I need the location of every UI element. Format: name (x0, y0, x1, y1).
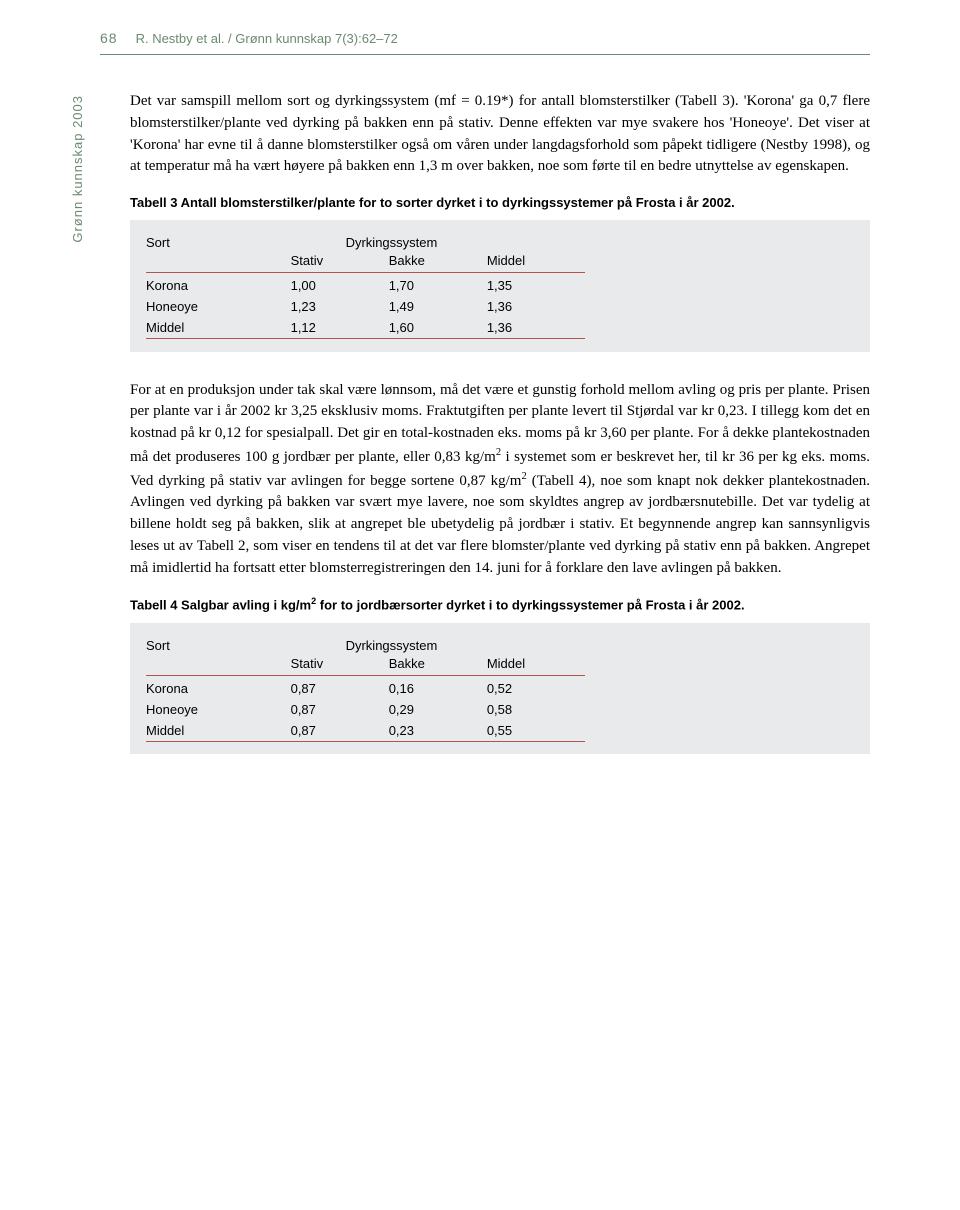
table-bottom-rule (146, 741, 585, 742)
table-row: Middel 0,87 0,23 0,55 (146, 720, 585, 742)
cell-bakke: 1,60 (389, 317, 487, 339)
cell-sort: Honeoye (146, 296, 291, 317)
cell-middel: 0,58 (487, 699, 585, 720)
table-row: Sort Dyrkingssystem (146, 232, 585, 250)
col-empty (146, 250, 291, 272)
paragraph-2: For at en produksjon under tak skal være… (130, 380, 870, 580)
sidebar-journal-label: Grønn kunnskap 2003 (70, 95, 85, 243)
table-row: Honeoye 0,87 0,29 0,58 (146, 699, 585, 720)
table-row: Sort Dyrkingssystem (146, 635, 585, 653)
cell-middel: 1,36 (487, 317, 585, 339)
cell-stativ: 0,87 (291, 699, 389, 720)
cell-middel: 1,36 (487, 296, 585, 317)
cell-sort: Middel (146, 720, 291, 742)
cell-stativ: 1,00 (291, 275, 389, 296)
cell-sort: Middel (146, 317, 291, 339)
page-number: 68 (100, 30, 118, 46)
table3-container: Sort Dyrkingssystem Stativ Bakke Middel … (130, 220, 870, 352)
table-row: Stativ Bakke Middel (146, 653, 585, 675)
cell-middel: 1,35 (487, 275, 585, 296)
running-title: R. Nestby et al. / Grønn kunnskap 7(3):6… (136, 31, 398, 46)
col-header-sort: Sort (146, 232, 291, 250)
col-header-system: Dyrkingssystem (291, 635, 585, 653)
cell-middel: 0,55 (487, 720, 585, 742)
table-row: Stativ Bakke Middel (146, 250, 585, 272)
cell-sort: Korona (146, 678, 291, 699)
subhead-stativ: Stativ (291, 250, 389, 272)
cell-middel: 0,52 (487, 678, 585, 699)
cell-bakke: 0,29 (389, 699, 487, 720)
table-row: Middel 1,12 1,60 1,36 (146, 317, 585, 339)
table-row: Korona 1,00 1,70 1,35 (146, 275, 585, 296)
cell-bakke: 0,16 (389, 678, 487, 699)
col-header-system: Dyrkingssystem (291, 232, 585, 250)
table-row: Korona 0,87 0,16 0,52 (146, 678, 585, 699)
cell-sort: Honeoye (146, 699, 291, 720)
subhead-middel: Middel (487, 653, 585, 675)
cell-bakke: 1,70 (389, 275, 487, 296)
cell-stativ: 0,87 (291, 720, 389, 742)
paragraph-1: Det var samspill mellom sort og dyrkings… (130, 91, 870, 178)
table3-caption: Tabell 3 Antall blomsterstilker/plante f… (130, 194, 870, 212)
table3: Sort Dyrkingssystem Stativ Bakke Middel … (146, 232, 585, 340)
running-header: 68 R. Nestby et al. / Grønn kunnskap 7(3… (100, 30, 870, 46)
t4-cap-post: for to jordbærsorter dyrket i to dyrking… (316, 598, 744, 613)
table4: Sort Dyrkingssystem Stativ Bakke Middel … (146, 635, 585, 743)
table4-caption: Tabell 4 Salgbar avling i kg/m2 for to j… (130, 595, 870, 615)
subhead-middel: Middel (487, 250, 585, 272)
col-header-sort: Sort (146, 635, 291, 653)
cell-stativ: 1,23 (291, 296, 389, 317)
subhead-stativ: Stativ (291, 653, 389, 675)
cell-bakke: 1,49 (389, 296, 487, 317)
subhead-bakke: Bakke (389, 250, 487, 272)
header-rule (100, 54, 870, 55)
table-bottom-rule (146, 339, 585, 340)
t4-cap-pre: Tabell 4 Salgbar avling i kg/m (130, 598, 311, 613)
subhead-bakke: Bakke (389, 653, 487, 675)
cell-sort: Korona (146, 275, 291, 296)
cell-bakke: 0,23 (389, 720, 487, 742)
cell-stativ: 1,12 (291, 317, 389, 339)
col-empty (146, 653, 291, 675)
table-row: Honeoye 1,23 1,49 1,36 (146, 296, 585, 317)
cell-stativ: 0,87 (291, 678, 389, 699)
table4-container: Sort Dyrkingssystem Stativ Bakke Middel … (130, 623, 870, 755)
